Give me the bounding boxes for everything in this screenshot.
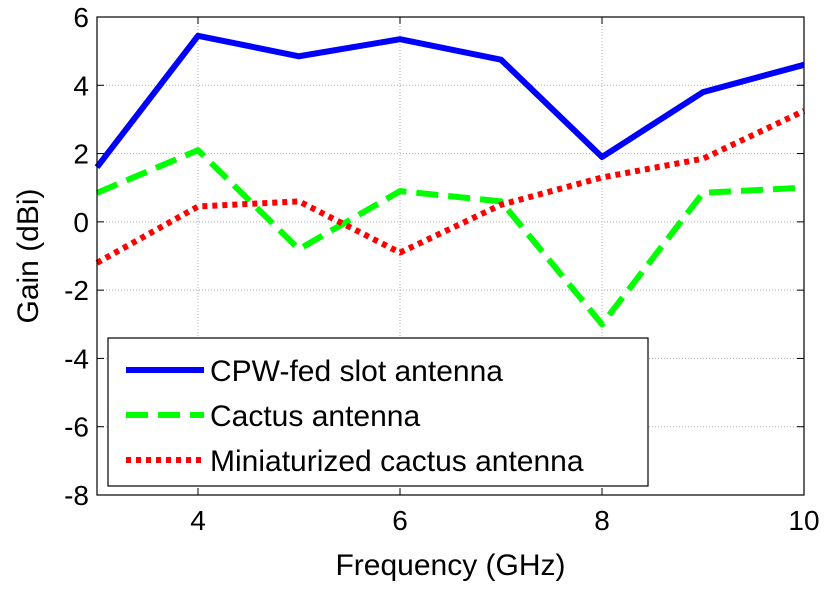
x-tick-label: 6: [392, 505, 408, 536]
y-tick-label: 4: [73, 70, 89, 101]
plot-frame: [96, 16, 805, 496]
x-axis-label: Frequency (GHz): [335, 549, 565, 582]
series-line-1: [94, 32, 805, 170]
x-tick-label: 8: [594, 505, 610, 536]
legend-label-3: Miniaturized cactus antenna: [210, 445, 584, 478]
y-tick-label: -8: [64, 480, 89, 511]
legend-label-1: CPW-fed slot antenna: [210, 355, 503, 388]
y-tick-label: 6: [73, 2, 89, 33]
series-line-3: [95, 108, 806, 266]
y-tick-label: -6: [64, 412, 89, 443]
series-layer: [94, 32, 806, 328]
y-tick-label: -2: [64, 275, 89, 306]
y-tick-label: 0: [73, 207, 89, 238]
x-tick-label: 4: [190, 505, 206, 536]
x-tick-label: 10: [788, 505, 819, 536]
tick-labels: 4 6 8 10 -8 -6 -4 -2 0 2 4 6: [64, 2, 819, 536]
series-line-2: [95, 147, 805, 328]
y-tick-label: -4: [64, 343, 89, 374]
y-axis-label: Gain (dBi): [12, 188, 45, 323]
axis-ticks: [97, 16, 805, 496]
legend-label-2: Cactus antenna: [210, 400, 420, 433]
legend: CPW-fed slot antenna Cactus antenna Miniat…: [107, 337, 649, 487]
y-tick-label: 2: [73, 139, 89, 170]
